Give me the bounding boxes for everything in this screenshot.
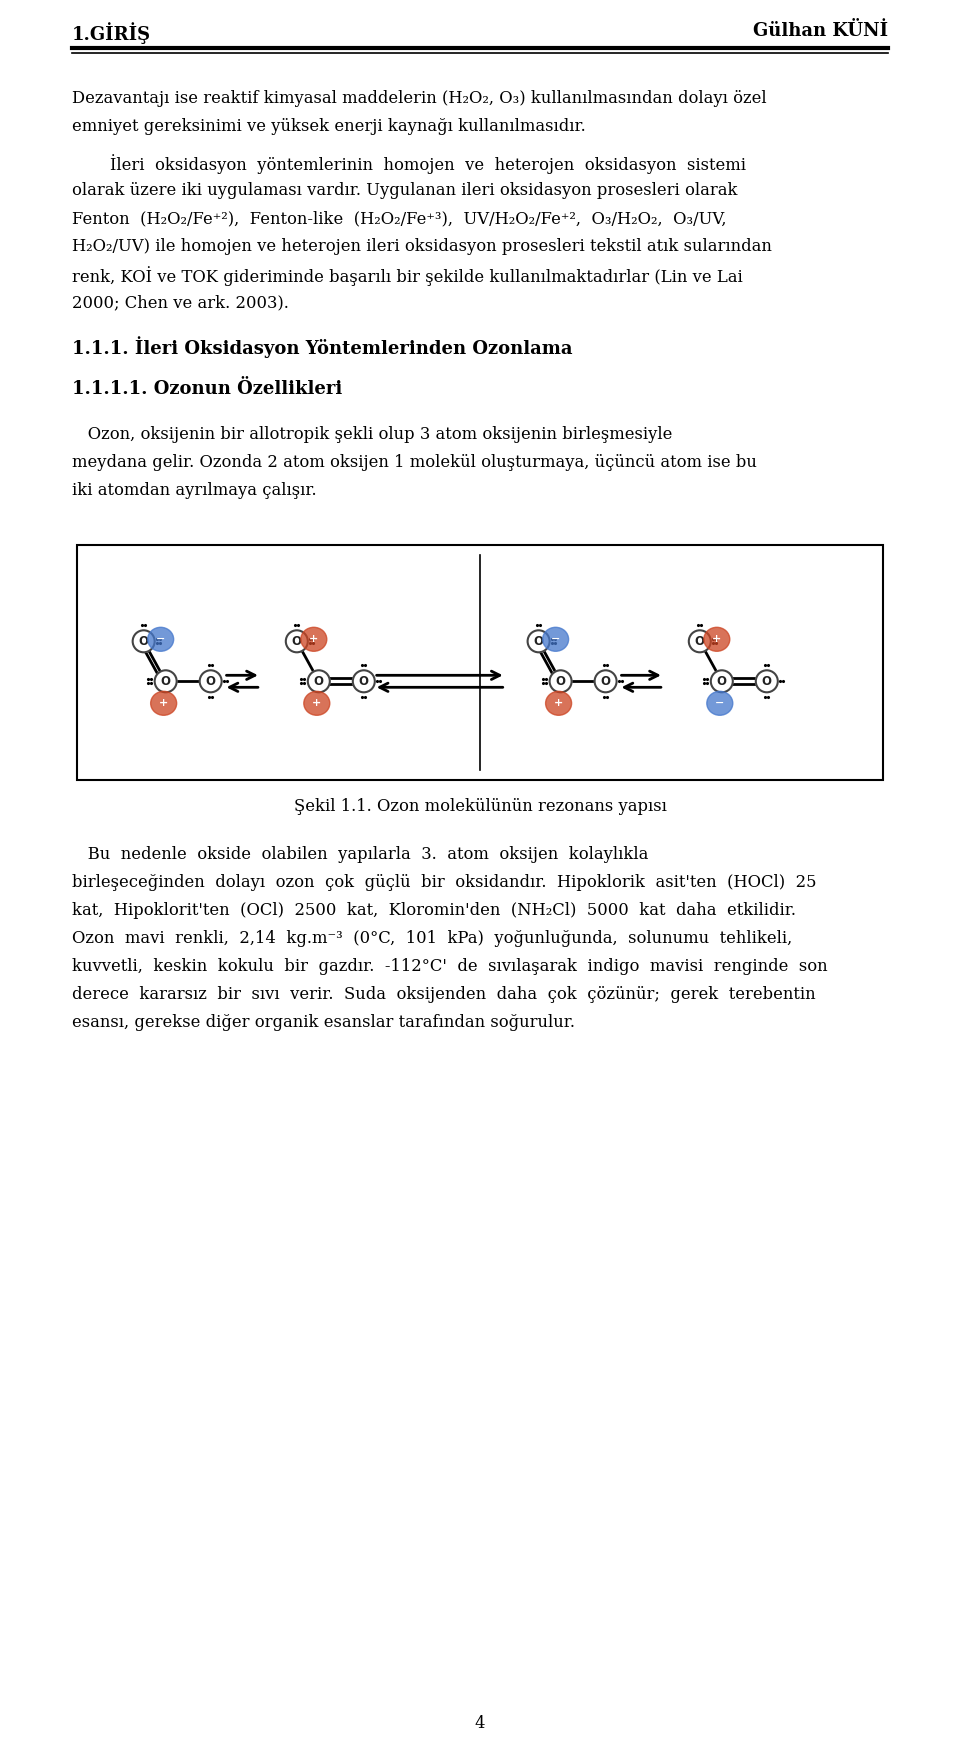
Text: esansı, gerekse diğer organik esanslar tarafından soğurulur.: esansı, gerekse diğer organik esanslar t… (72, 1014, 575, 1030)
Circle shape (352, 670, 374, 693)
Text: O: O (695, 636, 705, 648)
Text: O: O (601, 674, 611, 688)
Circle shape (756, 670, 778, 693)
Ellipse shape (707, 691, 732, 716)
Text: O: O (359, 674, 369, 688)
Text: kuvvetli,  keskin  kokulu  bir  gazdır.  -112°C'  de  sıvılaşarak  indigo  mavis: kuvvetli, keskin kokulu bir gazdır. -112… (72, 959, 828, 974)
Circle shape (132, 630, 155, 653)
Text: O: O (314, 674, 324, 688)
Text: 2000; Chen ve ark. 2003).: 2000; Chen ve ark. 2003). (72, 293, 289, 311)
Text: iki atomdan ayrılmaya çalışır.: iki atomdan ayrılmaya çalışır. (72, 482, 317, 499)
Text: olarak üzere iki uygulaması vardır. Uygulanan ileri oksidasyon prosesleri olarak: olarak üzere iki uygulaması vardır. Uygu… (72, 182, 737, 199)
Circle shape (689, 630, 710, 653)
Text: O: O (556, 674, 565, 688)
Text: Bu  nedenle  okside  olabilen  yapılarla  3.  atom  oksijen  kolaylıkla: Bu nedenle okside olabilen yapılarla 3. … (72, 847, 648, 863)
Text: kat,  Hipoklorit'ten  (OCl)  2500  kat,  Kloromin'den  (NH₂Cl)  5000  kat  daha : kat, Hipoklorit'ten (OCl) 2500 kat, Klor… (72, 903, 796, 918)
Text: meydana gelir. Ozonda 2 atom oksijen 1 molekül oluşturmaya, üçüncü atom ise bu: meydana gelir. Ozonda 2 atom oksijen 1 m… (72, 454, 756, 471)
Text: H₂O₂/UV) ile homojen ve heterojen ileri oksidasyon prosesleri tekstil atık sular: H₂O₂/UV) ile homojen ve heterojen ileri … (72, 237, 772, 255)
Text: 4: 4 (475, 1715, 485, 1732)
Text: Gülhan KÜNİ: Gülhan KÜNİ (753, 23, 888, 40)
Ellipse shape (542, 627, 568, 651)
Text: −: − (551, 634, 561, 644)
Text: birleşeceğinden  dolayı  ozon  çok  güçlü  bir  oksidandır.  Hipoklorik  asit'te: birleşeceğinden dolayı ozon çok güçlü bi… (72, 875, 817, 890)
Circle shape (594, 670, 616, 693)
Text: derece  kararsız  bir  sıvı  verir.  Suda  oksijenden  daha  çok  çözünür;  gere: derece kararsız bir sıvı verir. Suda oks… (72, 986, 816, 1002)
Text: Dezavantajı ise reaktif kimyasal maddelerin (H₂O₂, O₃) kullanılmasından dolayı ö: Dezavantajı ise reaktif kimyasal maddele… (72, 91, 767, 107)
Ellipse shape (148, 627, 174, 651)
Text: 1.GİRİŞ: 1.GİRİŞ (72, 23, 151, 44)
Ellipse shape (545, 691, 571, 716)
Text: O: O (138, 636, 149, 648)
Text: O: O (717, 674, 727, 688)
Text: 1.1.1.1. Ozonun Özellikleri: 1.1.1.1. Ozonun Özellikleri (72, 381, 343, 398)
Circle shape (528, 630, 549, 653)
Text: +: + (554, 698, 564, 709)
Text: renk, KOİ ve TOK gideriminde başarılı bir şekilde kullanılmaktadırlar (Lin ve La: renk, KOİ ve TOK gideriminde başarılı bi… (72, 265, 743, 286)
Text: O: O (205, 674, 216, 688)
Text: emniyet gereksinimi ve yüksek enerji kaynağı kullanılmasıdır.: emniyet gereksinimi ve yüksek enerji kay… (72, 119, 586, 134)
Ellipse shape (151, 691, 177, 716)
Text: −: − (715, 698, 725, 709)
Text: Fenton  (H₂O₂/Fe⁺²),  Fenton-like  (H₂O₂/Fe⁺³),  UV/H₂O₂/Fe⁺²,  O₃/H₂O₂,  O₃/UV,: Fenton (H₂O₂/Fe⁺²), Fenton-like (H₂O₂/Fe… (72, 210, 727, 227)
Text: O: O (534, 636, 543, 648)
Ellipse shape (704, 627, 730, 651)
Circle shape (200, 670, 222, 693)
Text: Şekil 1.1. Ozon molekülünün rezonans yapısı: Şekil 1.1. Ozon molekülünün rezonans yap… (294, 798, 666, 815)
Ellipse shape (300, 627, 326, 651)
Ellipse shape (303, 691, 330, 716)
Text: O: O (160, 674, 171, 688)
Text: +: + (159, 698, 168, 709)
Text: O: O (292, 636, 301, 648)
Text: 1.1.1. İleri Oksidasyon Yöntemlerinden Ozonlama: 1.1.1. İleri Oksidasyon Yöntemlerinden O… (72, 335, 572, 358)
Bar (77, 545, 883, 780)
Circle shape (710, 670, 732, 693)
Circle shape (155, 670, 177, 693)
Circle shape (549, 670, 571, 693)
Text: Ozon  mavi  renkli,  2,14  kg.m⁻³  (0°C,  101  kPa)  yoğunluğunda,  solunumu  te: Ozon mavi renkli, 2,14 kg.m⁻³ (0°C, 101 … (72, 931, 792, 946)
Text: −: − (156, 634, 165, 644)
Text: +: + (712, 634, 721, 644)
Text: O: O (762, 674, 772, 688)
Text: İleri  oksidasyon  yöntemlerinin  homojen  ve  heterojen  oksidasyon  sistemi: İleri oksidasyon yöntemlerinin homojen v… (110, 154, 746, 175)
Text: +: + (309, 634, 319, 644)
Circle shape (286, 630, 308, 653)
Text: +: + (312, 698, 322, 709)
Circle shape (308, 670, 330, 693)
Text: Ozon, oksijenin bir allotropik şekli olup 3 atom oksijenin birleşmesiyle: Ozon, oksijenin bir allotropik şekli olu… (72, 426, 672, 443)
